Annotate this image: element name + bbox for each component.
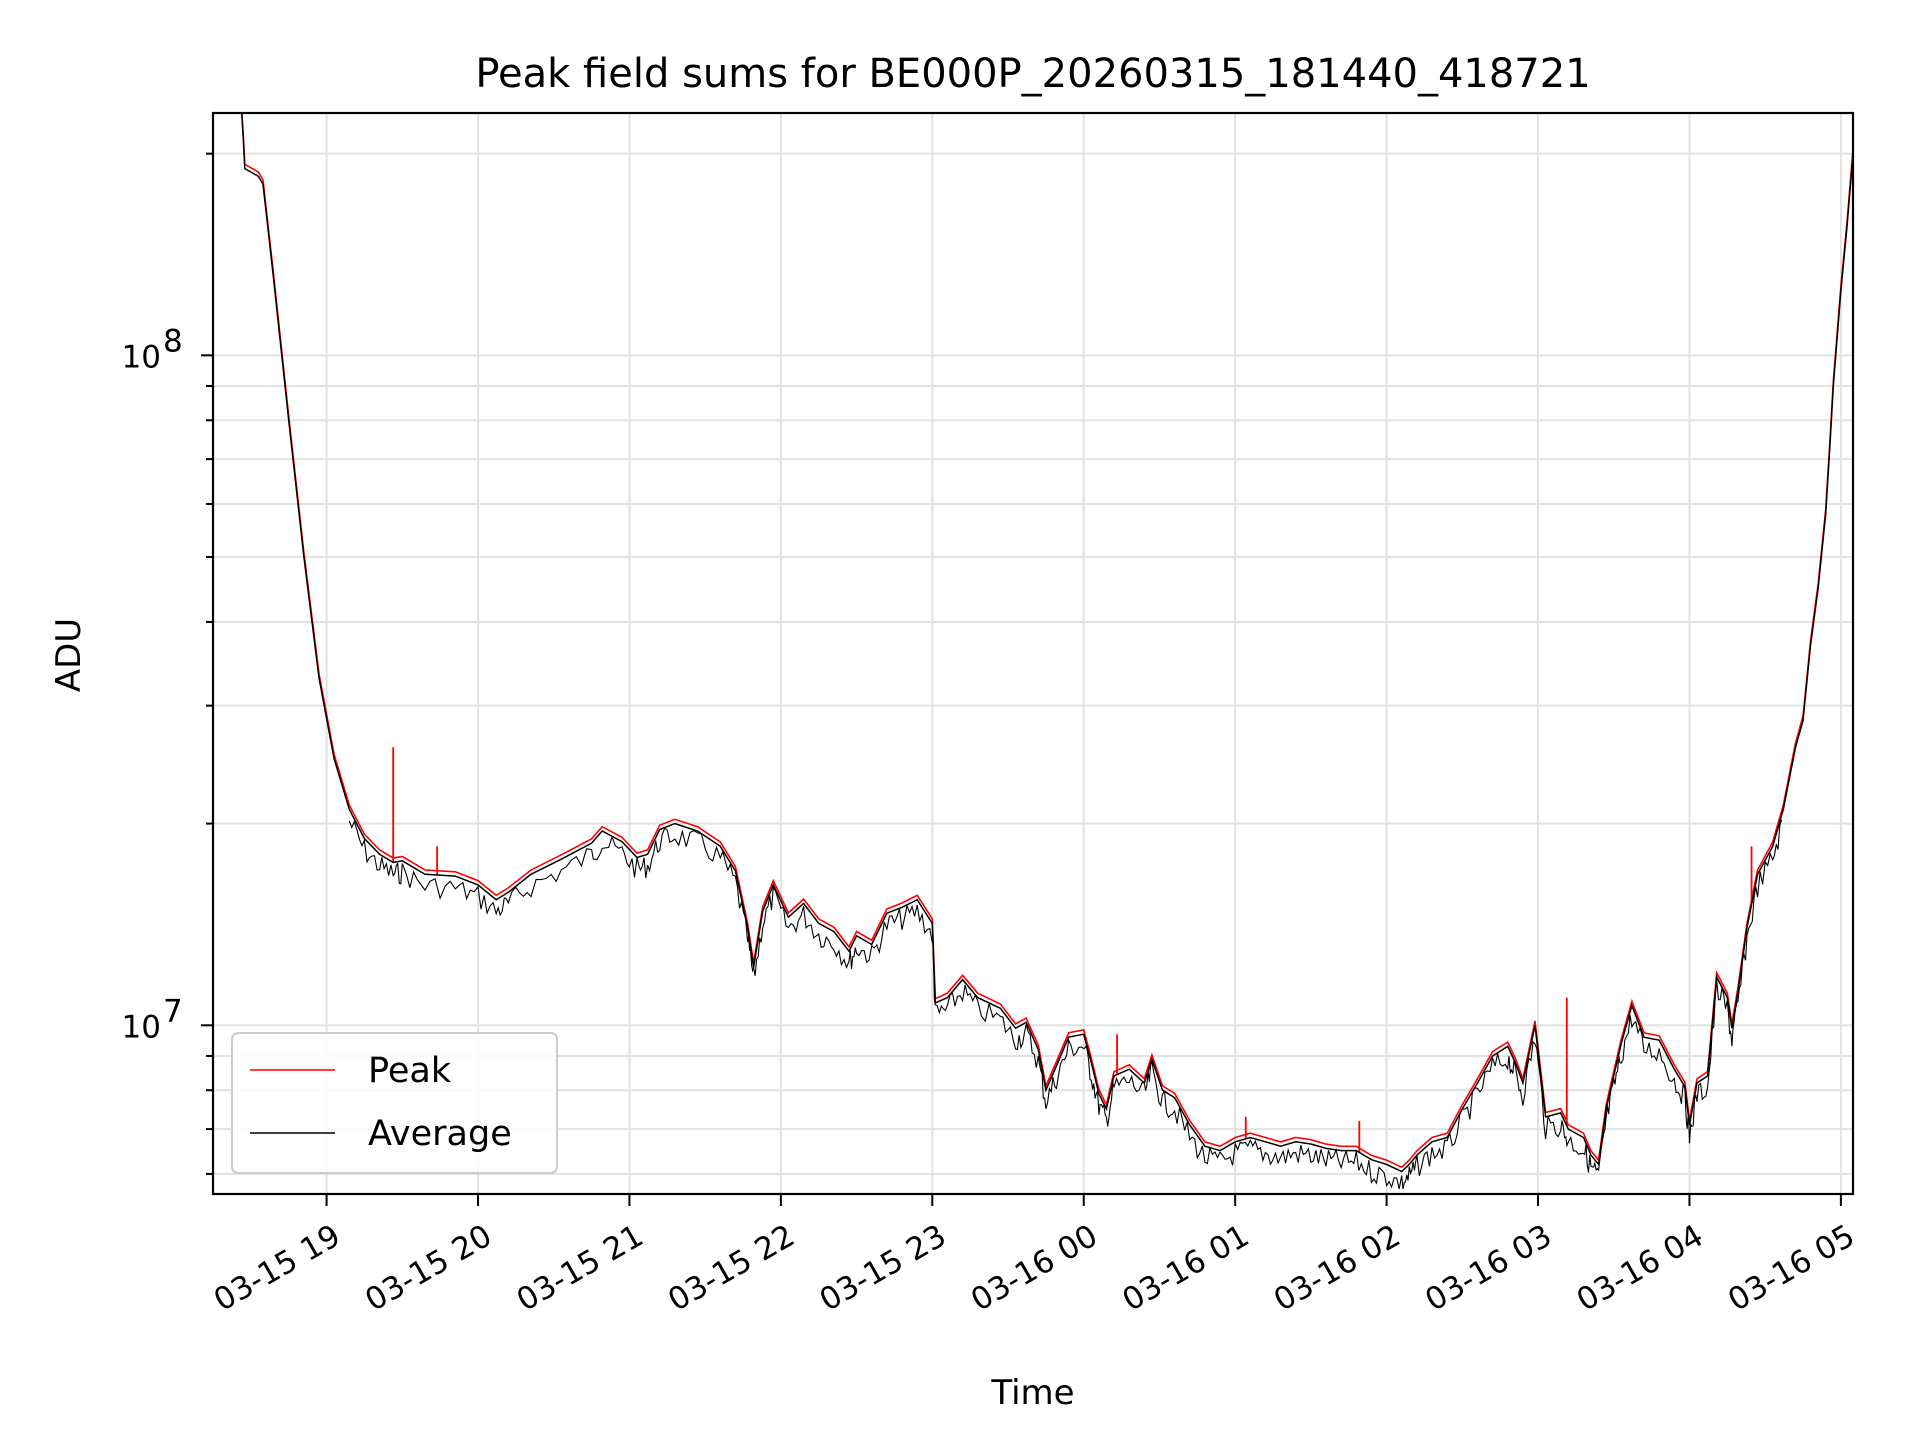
series-average bbox=[241, 113, 1853, 1190]
legend: Peak Average bbox=[231, 1032, 558, 1174]
legend-average-label: Average bbox=[368, 1114, 512, 1154]
y-tick-label-exponent: 8 bbox=[163, 323, 183, 359]
y-tick-label-base: 10 bbox=[122, 339, 161, 375]
plot-frame bbox=[211, 111, 1855, 1196]
y-tick-label-base: 10 bbox=[122, 1009, 161, 1045]
chart-title: Peak field sums for BE000P_20260315_1814… bbox=[475, 51, 1590, 97]
series-average-noise bbox=[348, 819, 1783, 1190]
y-axis-label: ADU bbox=[49, 618, 89, 692]
y-tick-label: 10 7 bbox=[122, 993, 183, 1045]
series-average-line bbox=[241, 113, 1853, 1173]
y-tick-label-exponent: 7 bbox=[163, 993, 183, 1029]
x-axis-label: Time bbox=[990, 1373, 1074, 1413]
legend-box bbox=[231, 1032, 558, 1174]
series-area bbox=[241, 113, 1853, 1190]
y-tick-label: 10 8 bbox=[122, 323, 183, 375]
legend-peak-label: Peak bbox=[368, 1051, 452, 1091]
axis-ticks bbox=[201, 152, 1842, 1206]
